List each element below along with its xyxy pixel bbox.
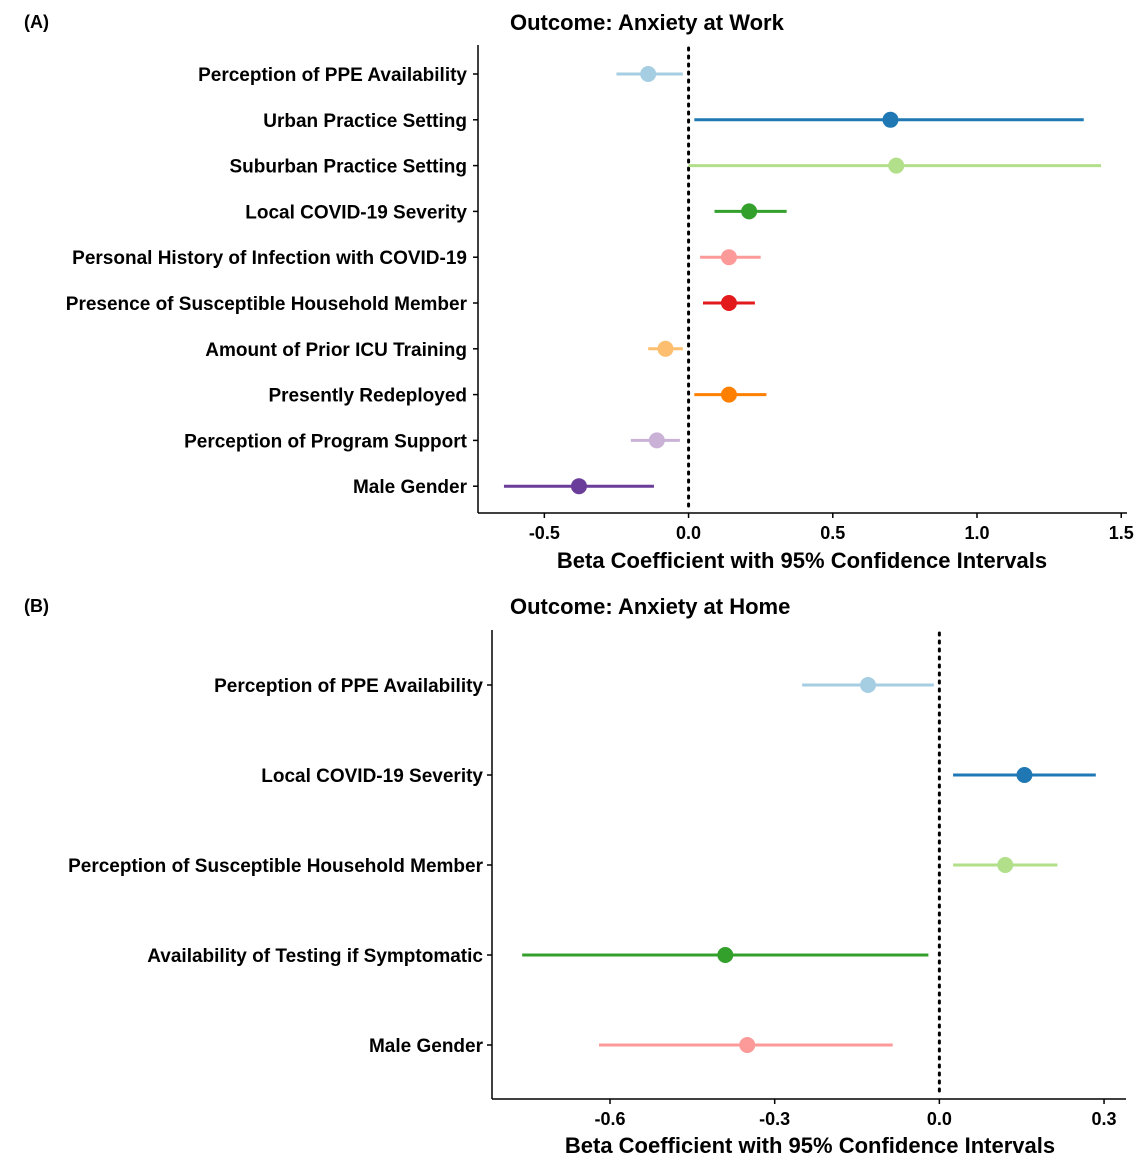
- panel-a-row: Male Gender: [353, 477, 654, 498]
- panel-b-row: Perception of PPE Availability: [214, 676, 934, 697]
- panel-a-row: Personal History of Infection with COVID…: [72, 248, 761, 269]
- panel-b-label: (B): [24, 596, 49, 616]
- panel-a-row-label: Presently Redeployed: [268, 386, 467, 407]
- panel-b-row: Male Gender: [369, 1036, 893, 1057]
- panel-a-row-label: Local COVID-19 Severity: [245, 202, 467, 223]
- panel-a-point-estimate: [720, 295, 737, 311]
- panel-a: (A) Outcome: Anxiety at Work -0.5 0.0 0.5 1…: [24, 10, 1134, 573]
- panel-b-point-estimate: [1016, 767, 1033, 783]
- panel-b-row: Perception of Susceptible Household Memb…: [68, 856, 1058, 877]
- panel-a-row: Perception of PPE Availability: [198, 65, 683, 86]
- panel-b-row: Availability of Testing if Symptomatic: [147, 946, 929, 967]
- panel-a-row-label: Suburban Practice Setting: [229, 157, 467, 178]
- panel-a-row: Local COVID-19 Severity: [245, 202, 787, 223]
- panel-a-row: Presence of Susceptible Household Member: [66, 294, 755, 315]
- panel-a-point-estimate: [888, 157, 905, 174]
- panel-b-row-label: Perception of PPE Availability: [214, 676, 483, 697]
- panel-a-x-axis-title: Beta Coefficient with 95% Confidence Int…: [557, 548, 1047, 573]
- panel-a-point-estimate: [720, 386, 737, 403]
- panel-a-label: (A): [24, 12, 49, 32]
- panel-b-x-ticks: -0.6 -0.3 0.0 0.3: [595, 1099, 1117, 1129]
- panel-a-row-label: Presence of Susceptible Household Member: [66, 294, 468, 315]
- panel-b-x-tick-label: 0.3: [1092, 1109, 1117, 1129]
- panel-a-row-label: Urban Practice Setting: [263, 111, 467, 132]
- panel-a-point-estimate: [720, 249, 737, 266]
- panel-a-row: Presently Redeployed: [268, 386, 767, 407]
- panel-b-row-label: Perception of Susceptible Household Memb…: [68, 856, 484, 877]
- panel-b-row: Local COVID-19 Severity: [261, 766, 1096, 787]
- panel-a-x-tick-label: 0.0: [676, 523, 701, 543]
- panel-a-x-tick-label: -0.5: [529, 523, 560, 543]
- panel-b-x-axis-title: Beta Coefficient with 95% Confidence Int…: [565, 1133, 1055, 1158]
- panel-b-x-tick-label: -0.6: [595, 1109, 626, 1129]
- panel-b-row-label: Availability of Testing if Symptomatic: [147, 946, 483, 967]
- panel-b-point-estimate: [997, 857, 1014, 873]
- panel-a-row-label: Amount of Prior ICU Training: [205, 340, 467, 361]
- panel-a-x-tick-label: 1.5: [1109, 523, 1134, 543]
- panel-b-rows: Perception of PPE Availability Local COVI…: [68, 676, 1096, 1057]
- panel-a-row: Perception of Program Support: [184, 431, 680, 452]
- panel-b: (B) Outcome: Anxiety at Home -0.6 -0.3 0.0…: [24, 594, 1126, 1158]
- panel-a-row: Urban Practice Setting: [263, 111, 1084, 132]
- panel-b-point-estimate: [860, 677, 877, 693]
- panel-b-x-tick-label: 0.0: [927, 1109, 952, 1129]
- panel-a-point-estimate: [648, 432, 665, 449]
- panel-b-point-estimate: [717, 947, 734, 963]
- panel-a-point-estimate: [570, 478, 587, 495]
- panel-a-row-label: Perception of Program Support: [184, 431, 468, 452]
- panel-a-point-estimate: [741, 203, 758, 220]
- panel-a-row-label: Personal History of Infection with COVID…: [72, 248, 467, 269]
- panel-a-x-ticks: -0.5 0.0 0.5 1.0 1.5: [529, 513, 1134, 543]
- panel-b-point-estimate: [739, 1037, 756, 1053]
- panel-a-row-label: Male Gender: [353, 477, 468, 498]
- panel-b-row-label: Local COVID-19 Severity: [261, 766, 483, 787]
- panel-b-x-tick-label: -0.3: [759, 1109, 790, 1129]
- panel-b-title: Outcome: Anxiety at Home: [510, 594, 790, 619]
- panel-a-row: Suburban Practice Setting: [229, 157, 1102, 178]
- panel-a-title: Outcome: Anxiety at Work: [510, 10, 785, 35]
- panel-b-row-label: Male Gender: [369, 1036, 484, 1057]
- panel-a-point-estimate: [657, 340, 674, 357]
- panel-a-x-tick-label: 0.5: [820, 523, 845, 543]
- panel-a-row-label: Perception of PPE Availability: [198, 65, 467, 86]
- panel-a-point-estimate: [882, 111, 899, 128]
- panel-a-row: Amount of Prior ICU Training: [205, 340, 683, 361]
- panel-a-rows: Perception of PPE Availability Urban Prac…: [66, 65, 1102, 498]
- panel-a-point-estimate: [640, 66, 657, 82]
- panel-a-x-tick-label: 1.0: [964, 523, 989, 543]
